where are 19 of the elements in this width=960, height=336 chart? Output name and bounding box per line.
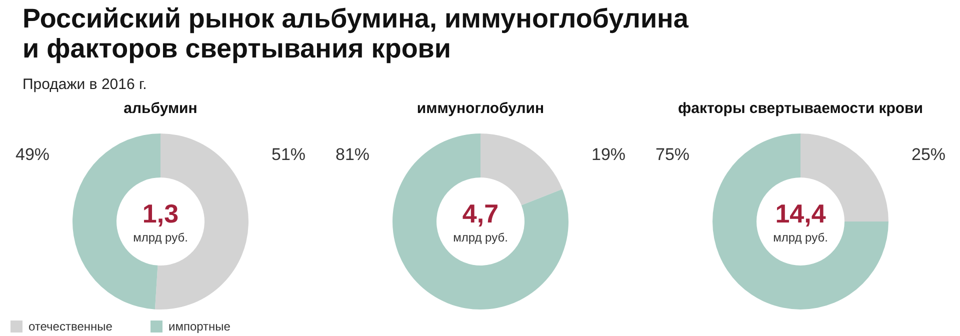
data-label: 75% bbox=[655, 145, 690, 164]
text: млрд руб. bbox=[773, 230, 828, 244]
legend-label: импортные bbox=[168, 320, 231, 334]
chart-title: альбумин bbox=[124, 100, 198, 117]
chart-title: иммуноглобулин bbox=[416, 100, 544, 117]
chart-title: факторы свертываемости крови bbox=[678, 100, 923, 117]
text: Продажи в 2016 г. bbox=[22, 76, 147, 93]
text: млрд руб. bbox=[133, 230, 188, 244]
text: 4,7 bbox=[462, 198, 499, 228]
legend-label: отечественные bbox=[28, 320, 113, 334]
data-label: 49% bbox=[15, 145, 50, 164]
text: 14,4 bbox=[775, 198, 826, 228]
data-label: 25% bbox=[911, 145, 946, 164]
data-label: 81% bbox=[335, 145, 370, 164]
text: млрд руб. bbox=[453, 230, 508, 244]
text: 1,3 bbox=[142, 198, 179, 228]
text: Российский рынок альбумина, иммуноглобулина и факторов свертывания крови bbox=[22, 4, 690, 64]
data-label: 19% bbox=[591, 145, 626, 164]
data-label: 51% bbox=[271, 145, 306, 164]
